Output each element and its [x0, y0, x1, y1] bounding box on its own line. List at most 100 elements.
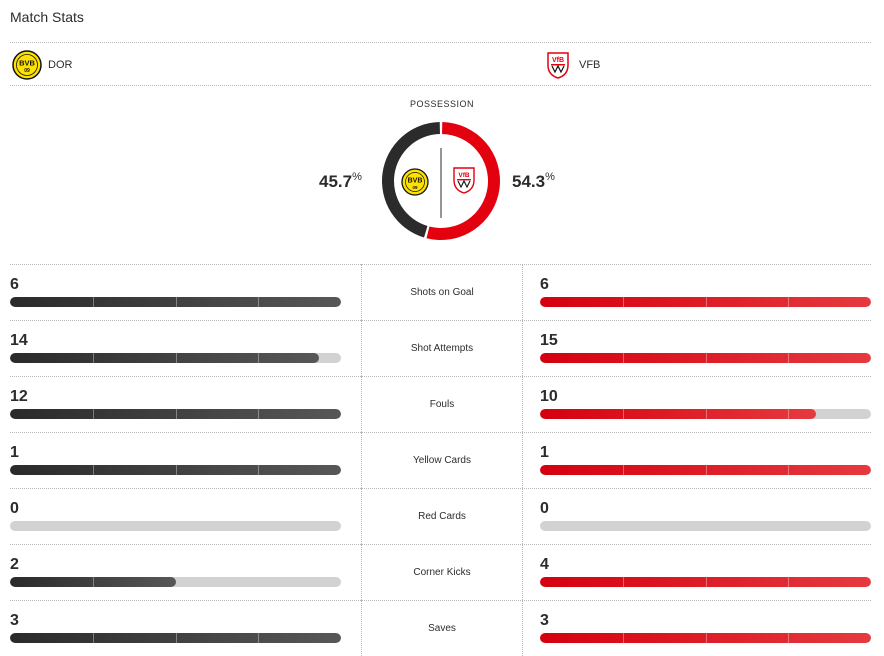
away-stat-value: 3 [540, 612, 549, 629]
dortmund-logo-icon: BVB 09 [401, 168, 429, 196]
away-stat-value: 10 [540, 388, 558, 405]
divider [10, 600, 871, 601]
svg-text:09: 09 [24, 68, 30, 74]
home-stat-bar [10, 633, 341, 643]
away-stat-bar [540, 353, 871, 363]
stat-row: 1 Yellow Cards 1 [0, 432, 884, 489]
bar-segment-tick [175, 633, 177, 643]
away-possession-arc [426, 122, 500, 240]
possession-donut: BVB 09 VfB [382, 122, 500, 240]
away-stat-value: 1 [540, 444, 549, 461]
away-stat-bar-fill [540, 353, 871, 363]
bar-segment-tick [705, 465, 707, 475]
away-stat-bar-fill [540, 633, 871, 643]
stuttgart-logo-icon: VfB [547, 52, 569, 79]
away-stat-bar-fill [540, 577, 871, 587]
divider [10, 264, 871, 265]
possession-label: POSSESSION [409, 99, 475, 109]
bar-segment-tick [92, 633, 94, 643]
away-team[interactable]: VfB VFB [543, 50, 600, 80]
stat-label: Shot Attempts [361, 320, 523, 376]
bar-segment-tick [92, 577, 94, 587]
divider [10, 544, 871, 545]
stat-label: Red Cards [361, 488, 523, 544]
home-stat-bar [10, 409, 341, 419]
stat-row: 2 Corner Kicks 4 [0, 544, 884, 601]
bar-segment-tick [622, 577, 624, 587]
divider [10, 432, 871, 433]
home-stat-bar-fill [10, 353, 319, 363]
home-stat-value: 14 [10, 332, 28, 349]
bar-segment-tick [622, 409, 624, 419]
bar-segment-tick [92, 353, 94, 363]
home-stat-value: 2 [10, 556, 19, 573]
divider [10, 85, 871, 86]
away-stat-value: 6 [540, 276, 549, 293]
bar-segment-tick [705, 297, 707, 307]
divider [10, 488, 871, 489]
bar-segment-tick [622, 633, 624, 643]
stuttgart-logo-icon: VfB [453, 167, 475, 194]
bar-segment-tick [705, 409, 707, 419]
svg-text:VfB: VfB [458, 172, 470, 179]
svg-text:09: 09 [412, 185, 418, 190]
bar-segment-tick [92, 409, 94, 419]
home-stat-bar-fill [10, 297, 341, 307]
stat-row: 14 Shot Attempts 15 [0, 320, 884, 377]
bar-segment-tick [175, 409, 177, 419]
home-stat-bar-fill [10, 409, 341, 419]
stat-label: Saves [361, 600, 523, 656]
away-stat-bar-fill [540, 297, 871, 307]
away-possession-value: 54.3% [512, 171, 555, 191]
home-team-abbr: DOR [48, 59, 73, 71]
home-possession-value: 45.7% [319, 171, 362, 191]
stat-row: 12 Fouls 10 [0, 376, 884, 433]
home-stat-bar-fill [10, 633, 341, 643]
home-stat-value: 6 [10, 276, 19, 293]
away-team-abbr: VFB [579, 59, 601, 71]
away-stat-bar-fill [540, 409, 816, 419]
home-stat-bar-fill [10, 577, 176, 587]
away-stat-bar [540, 465, 871, 475]
bar-segment-tick [788, 297, 790, 307]
stat-label: Fouls [361, 376, 523, 432]
away-stat-bar-fill [540, 465, 871, 475]
bar-segment-tick [92, 465, 94, 475]
away-stat-value: 0 [540, 500, 549, 517]
bar-segment-tick [622, 465, 624, 475]
bar-segment-tick [622, 353, 624, 363]
bar-segment-tick [788, 409, 790, 419]
bar-segment-tick [788, 577, 790, 587]
home-stat-value: 0 [10, 500, 19, 517]
home-stat-bar [10, 353, 341, 363]
bar-segment-tick [788, 465, 790, 475]
svg-text:VfB: VfB [552, 57, 564, 64]
stat-label: Yellow Cards [361, 432, 523, 488]
away-stat-value: 4 [540, 556, 549, 573]
stat-row: 6 Shots on Goal 6 [0, 264, 884, 321]
away-stat-bar [540, 633, 871, 643]
bar-segment-tick [622, 297, 624, 307]
home-stat-value: 12 [10, 388, 28, 405]
bar-segment-tick [258, 465, 260, 475]
divider [10, 376, 871, 377]
bar-segment-tick [258, 297, 260, 307]
bar-segment-tick [705, 577, 707, 587]
home-possession-arc [382, 122, 440, 238]
away-stat-bar [540, 521, 871, 531]
stat-row: 3 Saves 3 [0, 600, 884, 656]
bar-segment-tick [705, 353, 707, 363]
section-title: Match Stats [10, 9, 84, 25]
home-team[interactable]: BVB 09 DOR [12, 50, 72, 80]
bar-segment-tick [788, 353, 790, 363]
stat-row: 0 Red Cards 0 [0, 488, 884, 545]
bar-segment-tick [705, 633, 707, 643]
bar-segment-tick [175, 353, 177, 363]
bar-segment-tick [258, 409, 260, 419]
stat-label: Shots on Goal [361, 264, 523, 320]
home-stat-value: 3 [10, 612, 19, 629]
bar-segment-tick [788, 633, 790, 643]
divider [10, 42, 871, 43]
home-stat-bar [10, 577, 341, 587]
bar-segment-tick [258, 633, 260, 643]
